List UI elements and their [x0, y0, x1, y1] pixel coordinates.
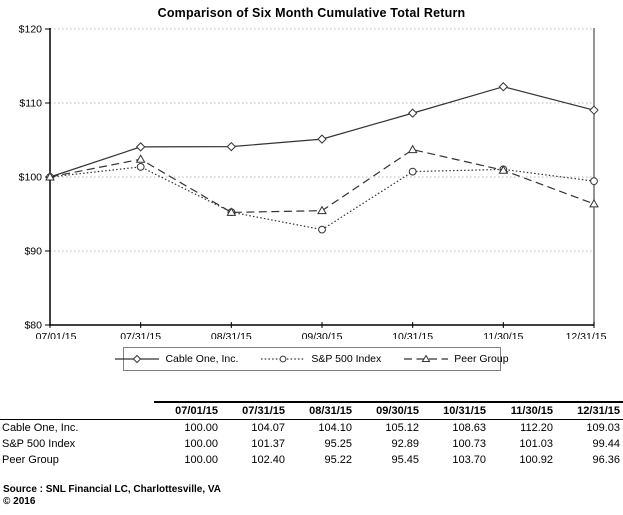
table-cell: 108.63: [452, 422, 486, 434]
source-line: Source : SNL Financial LC, Charlottesvil…: [3, 484, 623, 495]
source-text: SNL Financial LC, Charlottesville, VA: [45, 484, 222, 495]
table-cell: 92.89: [391, 438, 419, 450]
table-row-label: Peer Group: [2, 454, 59, 466]
table-cell: 100.00: [184, 438, 218, 450]
table-cell: 99.44: [592, 438, 620, 450]
legend-label: Cable One, Inc.: [165, 353, 239, 365]
table-head: 07/01/15 07/31/15 08/31/15 09/30/15 10/31/15…: [0, 401, 623, 420]
axis-ticks: [45, 28, 595, 328]
legend-item: S&P 500 Index: [260, 353, 381, 365]
legend-label: Peer Group: [454, 353, 509, 365]
table-column-header: 07/31/15: [221, 401, 288, 420]
y-axis-labels: $80 $90 $100 $110 $120: [19, 24, 43, 332]
x-tick-label: 09/30/15: [302, 331, 343, 339]
y-tick-label: $110: [19, 98, 42, 110]
series-triangle: [45, 144, 599, 216]
table-cell: 100.00: [184, 422, 218, 434]
legend-sample-triangle-icon: [404, 354, 449, 362]
data-table: 07/01/15 07/31/15 08/31/15 09/30/15 10/31/15…: [0, 401, 623, 468]
chart-svg: $80 $90 $100 $110 $120 07/01/15 07/31/15 08/31/…: [19, 24, 607, 340]
legend-sample-circle-icon: [261, 355, 306, 363]
series-diamond: [45, 82, 599, 182]
table-cell: 104.10: [318, 422, 352, 434]
table-row: Peer Group 100.00 102.40 95.22 95.45 103.70 10…: [0, 452, 623, 468]
table-cell: 95.45: [391, 454, 419, 466]
x-tick-label: 07/31/15: [120, 331, 161, 339]
x-tick-label: 07/01/15: [36, 331, 77, 339]
table-body: Cable One, Inc. 100.00 104.07 104.10 105.12 1…: [0, 420, 623, 469]
table-column-header: 11/30/15: [489, 401, 556, 420]
x-tick-label: 11/30/15: [483, 331, 523, 339]
table-cell: 101.03: [519, 438, 553, 450]
legend-sample-diamond-icon: [115, 354, 160, 364]
table-cell: 100.73: [452, 438, 486, 450]
table-cell: 100.92: [519, 454, 553, 466]
table-row-label: Cable One, Inc.: [2, 422, 79, 434]
gridlines: [50, 28, 594, 252]
legend-item: Peer Group: [403, 353, 509, 365]
chart-title: Comparison of Six Month Cumulative Total…: [157, 6, 466, 20]
table-cell: 96.36: [592, 454, 620, 466]
table-column-header: 10/31/15: [422, 401, 489, 420]
table-header-row: 07/01/15 07/31/15 08/31/15 09/30/15 10/31/15…: [0, 401, 623, 420]
source-label: Source :: [3, 484, 44, 495]
table-row: S&P 500 Index 100.00 101.37 95.25 92.89 100.7…: [0, 436, 623, 452]
table-column-header: 12/31/15: [556, 401, 623, 420]
table-cell: 104.07: [251, 422, 285, 434]
table-cell: 101.37: [251, 438, 285, 450]
table-cell: 95.25: [324, 438, 352, 450]
table-row: Cable One, Inc. 100.00 104.07 104.10 105.12 1…: [0, 420, 623, 437]
table-corner-cell: [0, 402, 154, 420]
x-tick-label: 08/31/15: [211, 331, 252, 339]
chart-legend: Cable One, Inc. S&P 500 Index Peer Group: [115, 347, 509, 371]
table-cell: 105.12: [385, 422, 419, 434]
table-column-header: 07/01/15: [154, 401, 221, 420]
y-tick-label: $100: [19, 172, 43, 184]
table-cell: 103.70: [452, 454, 486, 466]
x-tick-label: 10/31/15: [392, 331, 433, 339]
table-cell: 109.03: [586, 422, 620, 434]
legend-item: Cable One, Inc.: [114, 353, 238, 365]
copyright: © 2016: [3, 496, 36, 507]
footer: Source : SNL Financial LC, Charlottesvil…: [0, 484, 623, 507]
legend-label: S&P 500 Index: [311, 353, 382, 365]
table-cell: 95.22: [324, 454, 352, 466]
table-row-label: S&P 500 Index: [2, 438, 76, 450]
y-tick-label: $90: [24, 246, 42, 258]
y-tick-label: $120: [19, 24, 43, 36]
x-axis-labels: 07/01/15 07/31/15 08/31/15 09/30/15 10/31/15…: [36, 331, 607, 339]
table-cell: 100.00: [184, 454, 218, 466]
table-column-header: 08/31/15: [288, 401, 355, 420]
table-cell: 102.40: [251, 454, 285, 466]
table-cell: 112.20: [520, 422, 553, 434]
table-column-header: 09/30/15: [355, 401, 422, 420]
y-tick-label: $80: [24, 320, 42, 332]
x-tick-label: 12/31/15: [566, 331, 607, 339]
